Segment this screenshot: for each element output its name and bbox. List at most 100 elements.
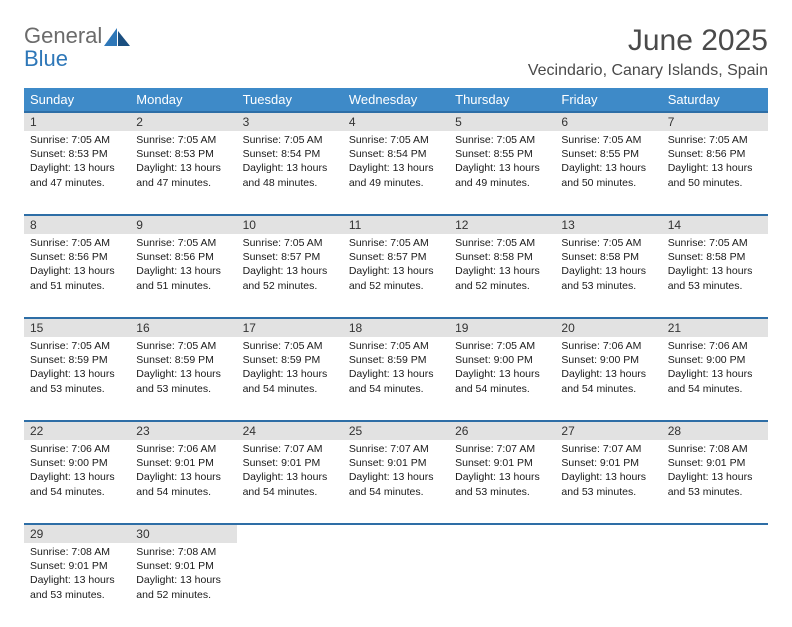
day-body-cell: Sunrise: 7:05 AMSunset: 8:58 PMDaylight:… (662, 234, 768, 318)
day-body-cell: Sunrise: 7:05 AMSunset: 8:56 PMDaylight:… (130, 234, 236, 318)
weekday-header: Saturday (662, 88, 768, 112)
day-number-row: 1234567 (24, 112, 768, 131)
day-body-cell: Sunrise: 7:08 AMSunset: 9:01 PMDaylight:… (662, 440, 768, 524)
page-title: June 2025 (528, 24, 768, 58)
day-number-cell: 11 (343, 215, 449, 234)
day-details: Sunrise: 7:05 AMSunset: 8:55 PMDaylight:… (555, 131, 661, 196)
day-number-cell (555, 524, 661, 543)
day-details: Sunrise: 7:05 AMSunset: 8:56 PMDaylight:… (130, 234, 236, 299)
day-body-cell: Sunrise: 7:08 AMSunset: 9:01 PMDaylight:… (130, 543, 236, 627)
weekday-header: Friday (555, 88, 661, 112)
day-body-cell: Sunrise: 7:05 AMSunset: 8:53 PMDaylight:… (24, 131, 130, 215)
day-body-cell: Sunrise: 7:05 AMSunset: 9:00 PMDaylight:… (449, 337, 555, 421)
day-number-cell: 26 (449, 421, 555, 440)
day-details: Sunrise: 7:05 AMSunset: 8:54 PMDaylight:… (343, 131, 449, 196)
day-details: Sunrise: 7:05 AMSunset: 8:57 PMDaylight:… (343, 234, 449, 299)
day-number-cell: 18 (343, 318, 449, 337)
sail-icon (104, 28, 130, 48)
brand-text: General Blue (24, 24, 102, 70)
day-details: Sunrise: 7:08 AMSunset: 9:01 PMDaylight:… (662, 440, 768, 505)
weekday-header-row: SundayMondayTuesdayWednesdayThursdayFrid… (24, 88, 768, 112)
day-body-row: Sunrise: 7:05 AMSunset: 8:59 PMDaylight:… (24, 337, 768, 421)
day-body-cell: Sunrise: 7:05 AMSunset: 8:53 PMDaylight:… (130, 131, 236, 215)
day-body-cell: Sunrise: 7:05 AMSunset: 8:58 PMDaylight:… (555, 234, 661, 318)
day-body-row: Sunrise: 7:08 AMSunset: 9:01 PMDaylight:… (24, 543, 768, 627)
day-number-cell: 14 (662, 215, 768, 234)
day-body-cell: Sunrise: 7:05 AMSunset: 8:58 PMDaylight:… (449, 234, 555, 318)
day-number-cell: 5 (449, 112, 555, 131)
day-details: Sunrise: 7:06 AMSunset: 9:00 PMDaylight:… (24, 440, 130, 505)
day-body-cell: Sunrise: 7:05 AMSunset: 8:56 PMDaylight:… (24, 234, 130, 318)
day-details: Sunrise: 7:05 AMSunset: 8:56 PMDaylight:… (24, 234, 130, 299)
day-details: Sunrise: 7:05 AMSunset: 8:58 PMDaylight:… (449, 234, 555, 299)
day-details: Sunrise: 7:06 AMSunset: 9:00 PMDaylight:… (555, 337, 661, 402)
day-number-cell: 3 (237, 112, 343, 131)
day-body-cell (555, 543, 661, 627)
day-body-cell: Sunrise: 7:05 AMSunset: 8:56 PMDaylight:… (662, 131, 768, 215)
day-number-cell: 7 (662, 112, 768, 131)
day-body-cell: Sunrise: 7:07 AMSunset: 9:01 PMDaylight:… (343, 440, 449, 524)
weekday-header: Monday (130, 88, 236, 112)
day-body-cell: Sunrise: 7:08 AMSunset: 9:01 PMDaylight:… (24, 543, 130, 627)
day-number-cell: 24 (237, 421, 343, 440)
day-body-cell: Sunrise: 7:05 AMSunset: 8:59 PMDaylight:… (343, 337, 449, 421)
weekday-header: Thursday (449, 88, 555, 112)
day-details: Sunrise: 7:05 AMSunset: 8:58 PMDaylight:… (662, 234, 768, 299)
day-body-cell: Sunrise: 7:07 AMSunset: 9:01 PMDaylight:… (449, 440, 555, 524)
day-details: Sunrise: 7:08 AMSunset: 9:01 PMDaylight:… (130, 543, 236, 608)
day-number-cell (237, 524, 343, 543)
location-text: Vecindario, Canary Islands, Spain (528, 62, 768, 80)
day-body-cell (449, 543, 555, 627)
day-number-cell (449, 524, 555, 543)
day-number-cell: 17 (237, 318, 343, 337)
day-body-cell: Sunrise: 7:05 AMSunset: 8:57 PMDaylight:… (343, 234, 449, 318)
day-body-cell: Sunrise: 7:07 AMSunset: 9:01 PMDaylight:… (555, 440, 661, 524)
day-number-cell: 9 (130, 215, 236, 234)
day-number-cell: 19 (449, 318, 555, 337)
day-number-cell: 25 (343, 421, 449, 440)
day-number-cell: 6 (555, 112, 661, 131)
title-block: June 2025 Vecindario, Canary Islands, Sp… (528, 24, 768, 80)
day-number-row: 2930 (24, 524, 768, 543)
day-body-cell: Sunrise: 7:05 AMSunset: 8:54 PMDaylight:… (343, 131, 449, 215)
day-number-row: 22232425262728 (24, 421, 768, 440)
day-details: Sunrise: 7:05 AMSunset: 8:59 PMDaylight:… (24, 337, 130, 402)
day-number-cell: 30 (130, 524, 236, 543)
day-number-cell: 8 (24, 215, 130, 234)
day-number-cell: 15 (24, 318, 130, 337)
day-details: Sunrise: 7:05 AMSunset: 8:54 PMDaylight:… (237, 131, 343, 196)
day-number-cell: 20 (555, 318, 661, 337)
brand-logo: General Blue (24, 24, 130, 70)
day-details: Sunrise: 7:05 AMSunset: 8:59 PMDaylight:… (343, 337, 449, 402)
day-details: Sunrise: 7:05 AMSunset: 8:53 PMDaylight:… (24, 131, 130, 196)
day-details: Sunrise: 7:05 AMSunset: 8:55 PMDaylight:… (449, 131, 555, 196)
day-body-row: Sunrise: 7:05 AMSunset: 8:53 PMDaylight:… (24, 131, 768, 215)
day-body-cell: Sunrise: 7:05 AMSunset: 8:57 PMDaylight:… (237, 234, 343, 318)
day-body-cell: Sunrise: 7:05 AMSunset: 8:55 PMDaylight:… (449, 131, 555, 215)
day-details: Sunrise: 7:05 AMSunset: 8:57 PMDaylight:… (237, 234, 343, 299)
day-details: Sunrise: 7:07 AMSunset: 9:01 PMDaylight:… (555, 440, 661, 505)
day-details: Sunrise: 7:07 AMSunset: 9:01 PMDaylight:… (343, 440, 449, 505)
day-number-cell (662, 524, 768, 543)
day-body-cell: Sunrise: 7:05 AMSunset: 8:54 PMDaylight:… (237, 131, 343, 215)
day-number-cell: 4 (343, 112, 449, 131)
day-number-row: 15161718192021 (24, 318, 768, 337)
day-details: Sunrise: 7:06 AMSunset: 9:01 PMDaylight:… (130, 440, 236, 505)
day-body-cell: Sunrise: 7:05 AMSunset: 8:55 PMDaylight:… (555, 131, 661, 215)
day-body-row: Sunrise: 7:06 AMSunset: 9:00 PMDaylight:… (24, 440, 768, 524)
day-number-cell: 12 (449, 215, 555, 234)
weekday-header: Tuesday (237, 88, 343, 112)
weekday-header: Sunday (24, 88, 130, 112)
brand-word2: Blue (24, 46, 68, 71)
day-body-cell: Sunrise: 7:05 AMSunset: 8:59 PMDaylight:… (24, 337, 130, 421)
day-details: Sunrise: 7:07 AMSunset: 9:01 PMDaylight:… (237, 440, 343, 505)
day-body-cell: Sunrise: 7:07 AMSunset: 9:01 PMDaylight:… (237, 440, 343, 524)
day-body-cell: Sunrise: 7:06 AMSunset: 9:00 PMDaylight:… (662, 337, 768, 421)
day-body-cell (662, 543, 768, 627)
brand-word1: General (24, 23, 102, 48)
day-number-cell: 1 (24, 112, 130, 131)
day-number-cell: 10 (237, 215, 343, 234)
day-details: Sunrise: 7:05 AMSunset: 8:59 PMDaylight:… (130, 337, 236, 402)
day-body-cell: Sunrise: 7:05 AMSunset: 8:59 PMDaylight:… (237, 337, 343, 421)
day-body-cell (343, 543, 449, 627)
